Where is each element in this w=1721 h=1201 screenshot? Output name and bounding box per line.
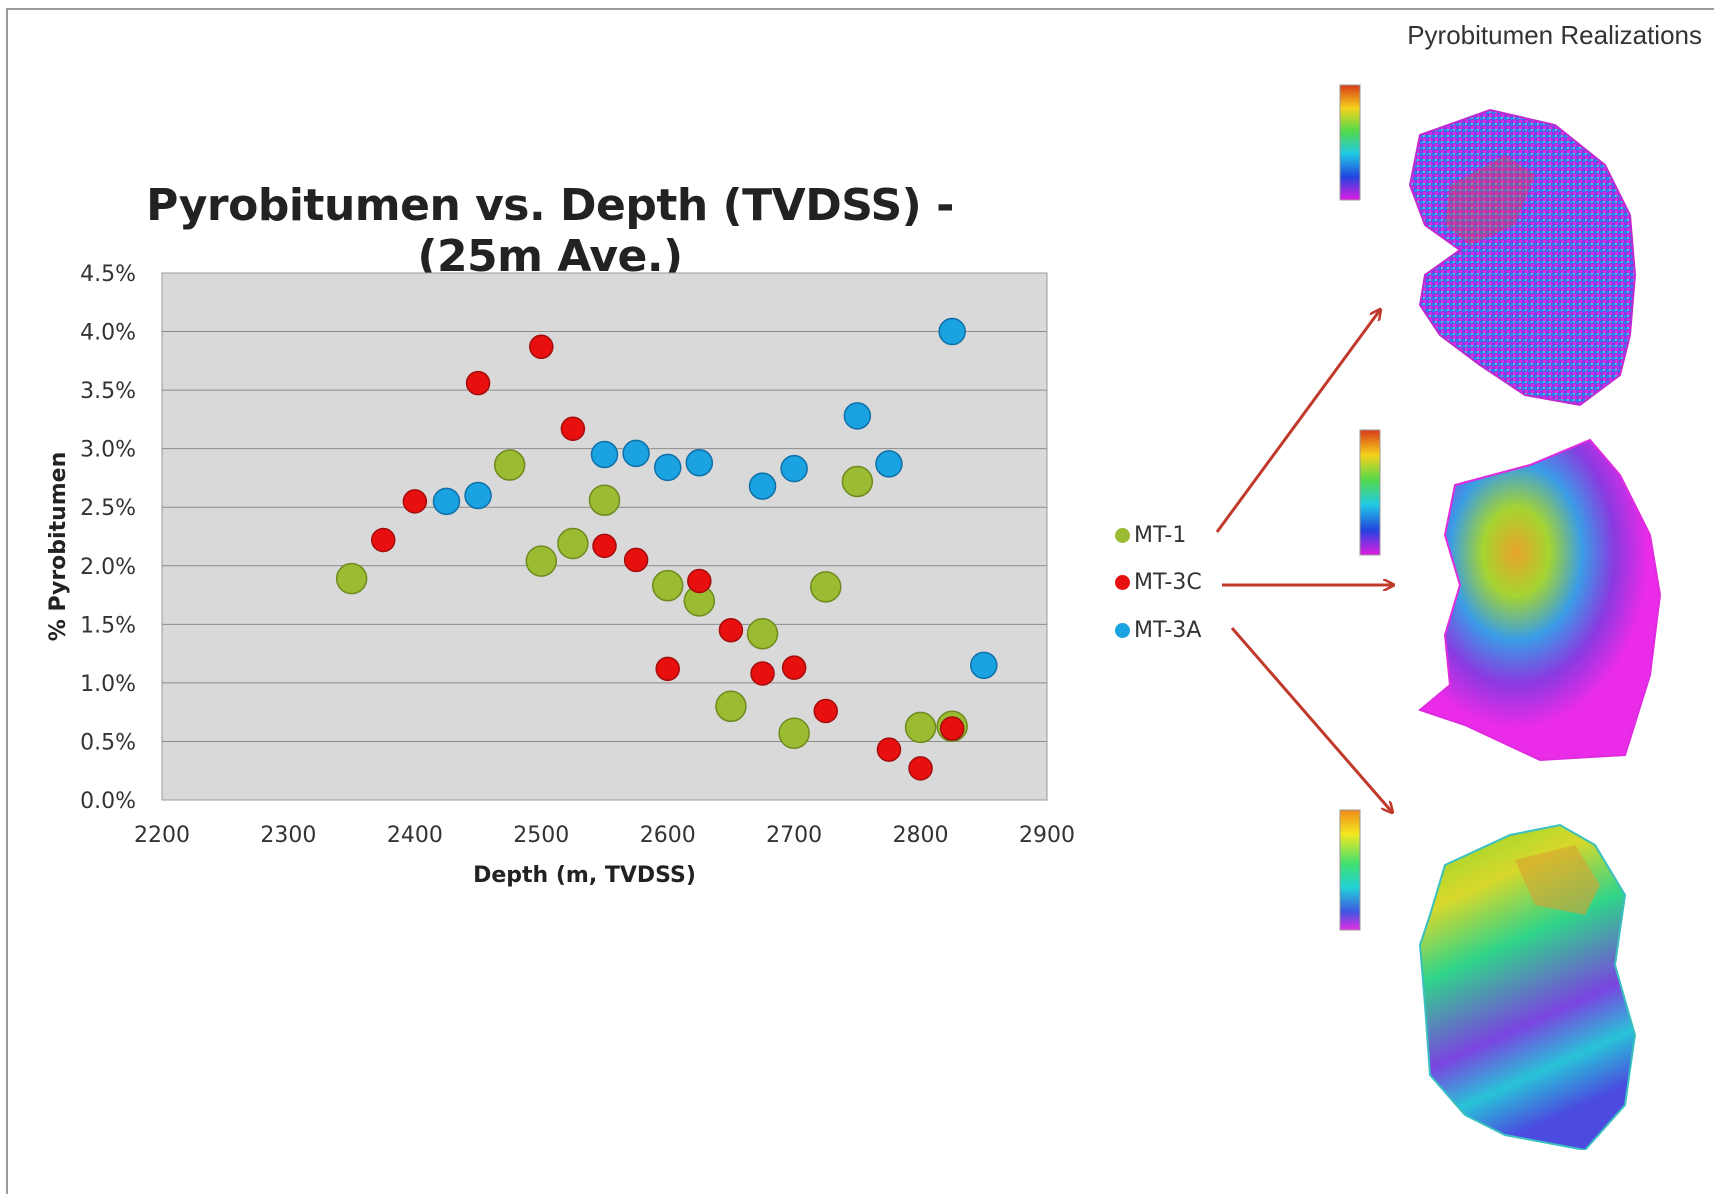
legend-item-mt3a: MT-3A <box>1115 615 1201 645</box>
point-mt1 <box>588 484 621 516</box>
point-mt3a <box>780 454 808 483</box>
y-tick-label: 2.5% <box>80 496 136 521</box>
point-mt3a <box>622 439 650 468</box>
point-mt3c <box>718 617 744 643</box>
x-tick-label: 2500 <box>513 823 569 848</box>
point-mt1 <box>715 690 747 723</box>
legend-item-mt1: MT-1 <box>1115 520 1186 550</box>
point-mt1 <box>335 562 368 595</box>
point-mt3c <box>781 655 807 680</box>
x-tick-label: 2400 <box>387 823 443 848</box>
point-mt3a <box>432 487 461 516</box>
y-tick-label: 1.5% <box>80 613 136 638</box>
point-mt3c <box>908 756 933 781</box>
point-mt3a <box>875 450 903 478</box>
point-mt3a <box>938 317 966 346</box>
point-mt3a <box>843 402 872 430</box>
x-tick-label: 2300 <box>260 823 316 848</box>
point-mt1 <box>841 465 874 498</box>
point-mt3c <box>560 416 586 442</box>
legend-label-mt3c: MT-3C <box>1134 569 1202 595</box>
point-mt3a <box>685 448 714 477</box>
x-tick-label: 2900 <box>1019 823 1075 848</box>
point-mt3a <box>970 651 998 680</box>
legend-label-mt3a: MT-3A <box>1134 617 1202 643</box>
x-axis-label: Depth (m, TVDSS) <box>473 863 696 888</box>
colorbar-1 <box>1339 84 1361 201</box>
y-tick-label: 0.5% <box>80 730 136 755</box>
map-surface-2 <box>1417 438 1662 762</box>
point-mt3c <box>465 370 491 396</box>
point-mt3c <box>813 698 838 724</box>
corner-title: Pyrobitumen Realizations <box>1407 20 1702 50</box>
point-mt1 <box>810 571 842 603</box>
y-tick-label: 0.0% <box>80 789 136 814</box>
point-mt1 <box>557 527 589 560</box>
realization-map-3 <box>1339 809 1637 1150</box>
point-mt3c <box>623 547 649 573</box>
legend-label-mt1: MT-1 <box>1134 522 1187 548</box>
legend-marker-mt3c <box>1115 574 1130 590</box>
colorbar-3 <box>1339 809 1361 931</box>
x-tick-label: 2200 <box>134 823 190 848</box>
point-mt3c <box>529 334 554 360</box>
x-tick-label: 2700 <box>766 823 822 848</box>
point-mt3a <box>653 453 682 482</box>
y-tick-label: 4.0% <box>80 321 136 346</box>
point-mt3c <box>371 527 396 553</box>
y-tick-label: 3.5% <box>80 379 136 404</box>
legend-marker-mt1 <box>1115 527 1130 543</box>
colorbar-2 <box>1359 429 1381 556</box>
point-mt3c <box>592 533 617 559</box>
point-mt1 <box>493 449 526 481</box>
point-mt3a <box>748 472 777 500</box>
legend-item-mt3c: MT-3C <box>1115 567 1202 597</box>
y-tick-label: 4.5% <box>80 262 136 287</box>
point-mt3a <box>590 440 619 469</box>
point-mt1 <box>746 617 779 650</box>
point-mt1 <box>651 569 684 602</box>
y-tick-label: 2.0% <box>80 555 136 580</box>
point-mt1 <box>904 711 937 744</box>
point-mt1 <box>525 545 558 577</box>
point-mt3a <box>464 481 492 510</box>
point-mt1 <box>778 717 810 749</box>
point-mt3c <box>687 568 712 594</box>
point-mt3c <box>402 489 428 514</box>
slide-frame <box>6 8 1714 1194</box>
y-axis-label: % Pyrobitumen <box>46 452 71 642</box>
point-mt3c <box>939 716 965 741</box>
point-mt3c <box>750 661 775 686</box>
point-mt3c <box>655 656 680 682</box>
map-surface-1 <box>1408 108 1637 407</box>
x-tick-label: 2600 <box>640 823 696 848</box>
realization-map-1 <box>1339 84 1637 407</box>
y-tick-label: 1.0% <box>80 672 136 697</box>
x-tick-label: 2800 <box>893 823 949 848</box>
y-tick-label: 3.0% <box>80 438 136 463</box>
point-mt3c <box>876 737 902 762</box>
legend-marker-mt3a <box>1115 622 1130 638</box>
realization-map-2 <box>1359 429 1662 762</box>
